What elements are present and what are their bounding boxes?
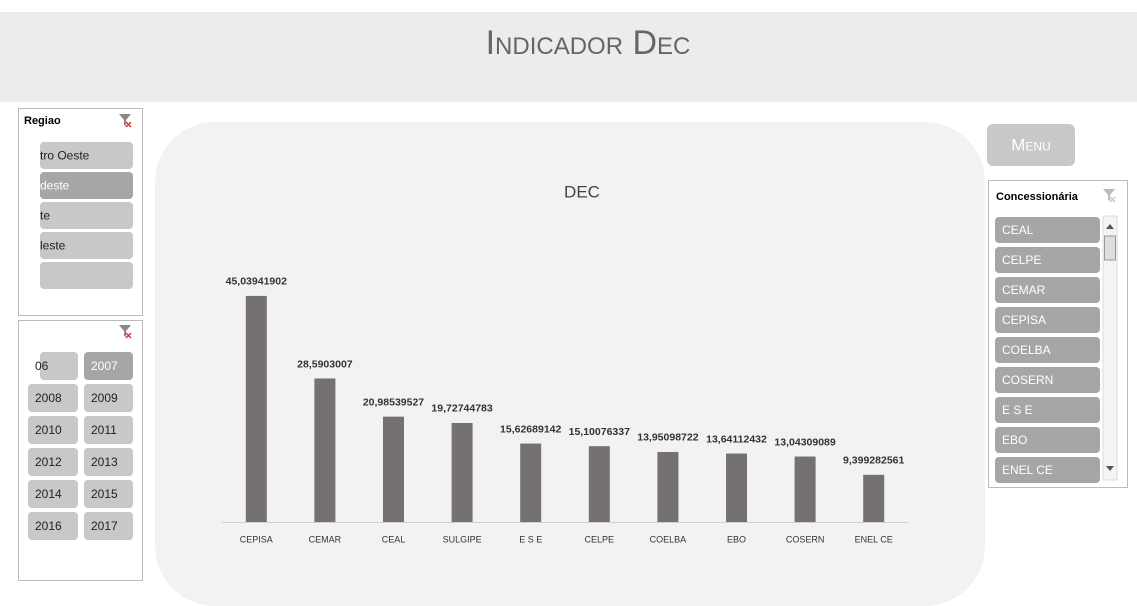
slicer-button-label[interactable]: 2017 xyxy=(91,519,118,533)
slicer-title: Concessionária xyxy=(996,191,1079,203)
x-tick-label: CEMAR xyxy=(309,534,342,544)
data-label: 28,5903007 xyxy=(297,358,353,370)
slicer-button[interactable] xyxy=(995,367,1100,393)
slicer-button-label[interactable]: 2007 xyxy=(91,359,118,373)
chart-title: DEC xyxy=(564,182,600,201)
slicer-button-label[interactable]: CEPISA xyxy=(1002,313,1046,327)
x-tick-label: COSERN xyxy=(786,534,825,544)
slicer-button-label[interactable]: 2012 xyxy=(35,455,62,469)
header-band xyxy=(0,12,1137,102)
slicer-button-label[interactable]: tro Oeste xyxy=(40,149,90,163)
slicer-button-label[interactable]: 2011 xyxy=(91,423,117,437)
slicer-button[interactable] xyxy=(84,384,133,412)
slicer-button[interactable] xyxy=(995,397,1100,423)
bar xyxy=(383,416,404,522)
bar xyxy=(451,422,473,522)
slicer-button-label[interactable]: 06 xyxy=(35,359,49,373)
x-tick-label: EBO xyxy=(727,534,746,544)
slicer-button[interactable] xyxy=(995,247,1100,273)
slicer-button[interactable] xyxy=(28,448,78,476)
slicer-button[interactable] xyxy=(28,480,78,508)
menu-button[interactable] xyxy=(987,124,1075,166)
slicer-button-label[interactable]: 2013 xyxy=(91,455,118,469)
slicer-button[interactable] xyxy=(995,307,1100,333)
slicer-button-label[interactable]: CEAL xyxy=(1002,223,1034,237)
data-label: 20,98539527 xyxy=(363,396,424,408)
chart-panel xyxy=(155,122,985,606)
slicer-button[interactable] xyxy=(40,262,133,289)
x-tick-label: E S E xyxy=(519,534,542,544)
slicer-button[interactable] xyxy=(995,337,1100,363)
clear-filter-icon[interactable] xyxy=(119,114,132,128)
scroll-thumb[interactable] xyxy=(1104,235,1116,261)
slicer-button[interactable] xyxy=(995,277,1100,303)
bar xyxy=(520,443,542,522)
slicer-button-label[interactable]: EBO xyxy=(1002,433,1027,447)
scroll-down[interactable] xyxy=(1106,466,1114,471)
slicer-button[interactable] xyxy=(84,416,133,444)
clear-filter-icon[interactable] xyxy=(119,325,132,339)
data-label: 13,95098722 xyxy=(637,432,698,444)
slicer-button[interactable] xyxy=(995,217,1100,243)
x-tick-label: SULGIPE xyxy=(443,534,482,544)
slicer-button[interactable] xyxy=(40,142,133,169)
scrollbar[interactable] xyxy=(1102,215,1118,481)
slicer-title: Regiao xyxy=(24,115,61,127)
bar xyxy=(314,378,336,522)
bar xyxy=(794,456,816,522)
slicer-button[interactable] xyxy=(84,512,133,540)
slicer-button[interactable] xyxy=(40,202,133,229)
x-tick-label: CELPE xyxy=(585,534,615,544)
data-label: 15,62689142 xyxy=(500,423,561,435)
clear-filter-icon[interactable] xyxy=(1103,189,1116,203)
slicer-button-label[interactable]: 2010 xyxy=(35,423,62,437)
x-tick-label: COELBA xyxy=(650,534,687,544)
bar xyxy=(863,474,885,522)
bar xyxy=(657,451,679,522)
slicer-button[interactable] xyxy=(84,448,133,476)
slicer-button-label[interactable]: 2008 xyxy=(35,391,62,405)
x-tick-label: ENEL CE xyxy=(855,534,893,544)
slicer-button[interactable] xyxy=(84,480,133,508)
data-label: 9,399282561 xyxy=(843,455,904,467)
bar xyxy=(726,453,747,522)
slicer-button-label[interactable]: COSERN xyxy=(1002,373,1053,387)
page-title: Indicador Dec xyxy=(486,24,691,62)
slicer-button[interactable] xyxy=(40,352,78,380)
slicer-button-label[interactable]: E S E xyxy=(1002,403,1033,417)
slicer-button[interactable] xyxy=(28,512,78,540)
slicer-button-label[interactable]: COELBA xyxy=(1002,343,1051,357)
scroll-up[interactable] xyxy=(1106,224,1114,229)
bar xyxy=(245,295,267,522)
slicer-button-label[interactable]: 2015 xyxy=(91,487,118,501)
slicer-button-label[interactable]: 2009 xyxy=(91,391,118,405)
x-tick-label: CEPISA xyxy=(240,534,273,544)
data-label: 13,04309089 xyxy=(774,436,835,448)
slicer-button-label[interactable]: 2014 xyxy=(35,487,62,501)
data-label: 15,10076337 xyxy=(569,426,630,438)
data-label: 13,64112432 xyxy=(706,433,767,445)
slicer-button-label[interactable]: CEMAR xyxy=(1002,283,1046,297)
data-label: 45,03941902 xyxy=(226,276,287,288)
slicer-button[interactable] xyxy=(995,457,1100,483)
data-label: 19,72744783 xyxy=(431,403,492,415)
slicer-button[interactable] xyxy=(28,384,78,412)
slicer-button-label[interactable]: leste xyxy=(40,239,66,253)
slicer-button-label[interactable]: deste xyxy=(40,179,70,193)
slicer-button[interactable] xyxy=(28,416,78,444)
slicer-button-label[interactable]: CELPE xyxy=(1002,253,1041,267)
slicer-button-label[interactable]: 2016 xyxy=(35,519,62,533)
bar xyxy=(588,446,610,522)
slicer-button[interactable] xyxy=(995,427,1100,453)
menu-label[interactable]: Menu xyxy=(1011,135,1051,154)
slicer-button[interactable] xyxy=(40,172,133,199)
slicer-button-label[interactable]: te xyxy=(40,209,50,223)
slicer-button-label[interactable]: ENEL CE xyxy=(1002,463,1053,477)
x-tick-label: CEAL xyxy=(382,534,406,544)
slicer-button[interactable] xyxy=(40,232,133,259)
slicer-button[interactable] xyxy=(84,352,133,380)
